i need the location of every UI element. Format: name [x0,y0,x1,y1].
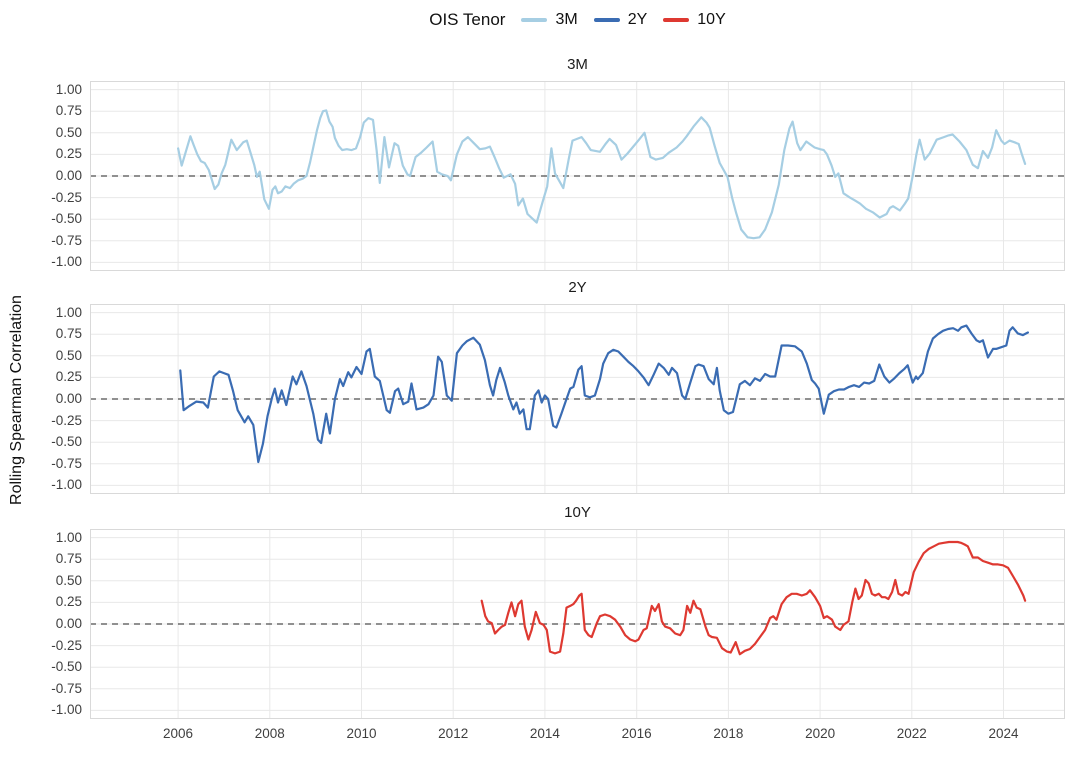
y-tick-label: 0.00 [55,391,82,406]
legend-swatch-3m-icon [521,18,548,22]
y-tick-label: 0.25 [55,146,82,162]
line-chart-2y [90,304,1065,494]
x-tick-label: 2014 [529,726,560,741]
y-tick-label: 1.00 [55,81,82,97]
y-tick-label: 1.00 [55,304,82,320]
x-tick-label: 2024 [988,726,1019,741]
x-tick-label: 2008 [254,726,285,741]
x-tick-label: 2022 [896,726,927,741]
y-tick-label: 0.75 [55,551,82,567]
legend-label-2y: 2Y [627,11,648,28]
y-tick-label: -0.25 [51,412,82,428]
y-tick-label: -1.00 [51,477,82,493]
x-tick-label: 2006 [163,726,194,741]
y-tick-label: -0.50 [51,434,82,450]
y-tick-label: -0.25 [51,637,82,653]
legend-item-10y: 10Y [663,11,726,29]
y-tick-label: 0.75 [55,103,82,119]
y-tick-label: -1.00 [51,702,82,718]
y-tick-label: 0.50 [55,124,82,140]
x-tick-label: 2018 [713,726,744,741]
legend-swatch-10y-icon [663,18,690,22]
y-tick-label: 1.00 [55,529,82,545]
y-tick-label: -0.75 [51,455,82,471]
panel-plot-3m [90,81,1065,271]
legend-label-3m: 3M [555,11,578,28]
y-tick-label: 0.00 [55,616,82,631]
line-chart-10y [90,529,1065,719]
y-tick-label: -1.00 [51,254,82,270]
y-tick-label: 0.25 [55,369,82,385]
x-tick-label: 2010 [346,726,377,741]
y-tick-label: 0.50 [55,347,82,363]
panel-title-10y: 10Y [564,504,591,521]
y-tick-label: 0.50 [55,572,82,588]
y-tick-label: -0.75 [51,232,82,248]
legend-swatch-2y-icon [593,18,620,22]
panel-title-2y: 2Y [568,279,587,296]
x-tick-label: 2012 [438,726,469,741]
legend-title: OIS Tenor [429,10,506,29]
y-tick-label: -0.50 [51,659,82,675]
x-tick-label: 2020 [805,726,836,741]
y-tick-label: 0.75 [55,326,82,342]
y-axis-title: Rolling Spearman Correlation [8,295,25,505]
y-tick-label: -0.25 [51,189,82,205]
y-tick-label: -0.75 [51,680,82,696]
legend: OIS Tenor 3M 2Y 10Y [90,10,1065,30]
y-tick-label: 0.00 [55,168,82,183]
line-chart-3m [90,81,1065,271]
panel-plot-2y [90,304,1065,494]
panel-title-3m: 3M [567,56,588,73]
x-tick-label: 2016 [621,726,652,741]
legend-label-10y: 10Y [697,11,726,28]
y-tick-label: -0.50 [51,211,82,227]
legend-item-3m: 3M [521,11,578,29]
y-tick-label: 0.25 [55,594,82,610]
panel-plot-10y [90,529,1065,719]
legend-item-2y: 2Y [593,11,648,29]
